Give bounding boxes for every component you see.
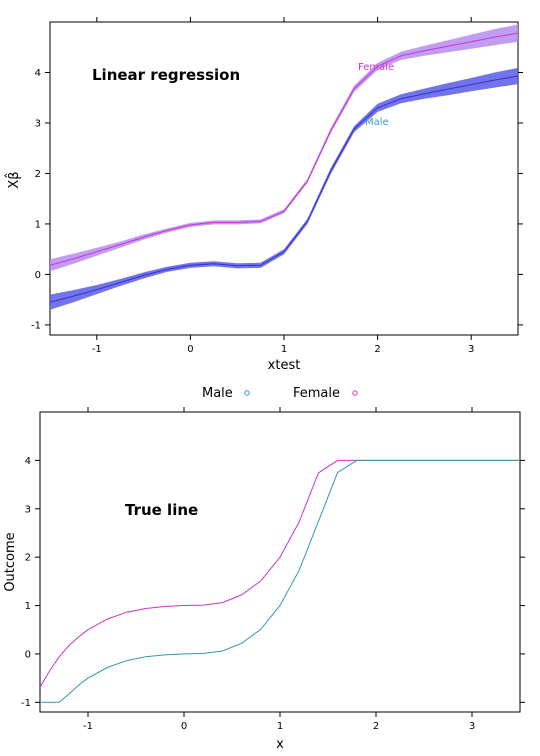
bottom-ticks: -1 0 1 2 3 -1 0 1 2 3 4 — [21, 407, 525, 732]
top-y-tick-label: 4 — [35, 68, 41, 79]
top-y-tick-label: -1 — [31, 320, 41, 331]
bottom-panel: -1 0 1 2 3 -1 0 1 2 3 4 True line x Outcome — [3, 407, 525, 752]
top-ticks: -1 0 1 2 3 -1 0 1 2 3 4 — [31, 17, 523, 355]
bottom-panel-title: True line — [125, 501, 198, 519]
bottom-y-tick-label: 1 — [25, 601, 31, 612]
bottom-y-tick-label: 0 — [25, 649, 31, 660]
top-y-axis-title: Xβ̂ — [5, 171, 22, 188]
top-band-female — [50, 24, 518, 272]
top-y-tick-label: 2 — [35, 169, 41, 180]
top-female-label: Female — [358, 62, 394, 73]
bottom-x-tick-label: 0 — [181, 721, 187, 732]
top-y-tick-label: 3 — [35, 118, 41, 129]
legend-male-marker — [244, 390, 250, 396]
bottom-line-female — [40, 459, 520, 688]
legend-female-marker — [352, 390, 358, 396]
bottom-panel-frame — [39, 411, 521, 713]
legend-female-label: Female — [293, 386, 340, 401]
bottom-x-tick-label: 2 — [373, 721, 379, 732]
bottom-y-tick-label: -1 — [21, 698, 31, 709]
bottom-line-male — [40, 459, 520, 703]
bottom-line-layer — [40, 459, 520, 703]
bottom-x-axis-title: x — [276, 737, 284, 752]
top-x-tick-label: -1 — [92, 344, 102, 355]
top-x-tick-label: 1 — [281, 344, 287, 355]
top-band-male — [50, 67, 518, 310]
top-x-tick-label: 3 — [468, 344, 474, 355]
top-x-tick-label: 2 — [374, 344, 380, 355]
bottom-y-tick-label: 2 — [25, 553, 31, 564]
bottom-y-tick-label: 4 — [25, 456, 31, 467]
top-y-tick-label: 1 — [35, 219, 41, 230]
top-line-layer — [50, 32, 518, 303]
legend: Male Female — [202, 386, 358, 401]
top-x-tick-label: 0 — [187, 344, 193, 355]
bottom-y-tick-label: 3 — [25, 504, 31, 515]
bottom-y-axis-title: Outcome — [3, 532, 18, 591]
top-line-female — [50, 32, 518, 266]
top-y-tick-label: 0 — [35, 270, 41, 281]
bottom-x-tick-label: 3 — [469, 721, 475, 732]
top-panel-title: Linear regression — [92, 66, 240, 84]
top-band-layer — [50, 24, 518, 310]
bottom-x-tick-label: -1 — [83, 721, 93, 732]
top-panel: -1 0 1 2 3 -1 0 1 2 3 4 Linear regression Female M… — [5, 17, 523, 373]
bottom-x-tick-label: 1 — [277, 721, 283, 732]
top-line-male — [50, 75, 518, 303]
legend-male-label: Male — [202, 386, 233, 401]
top-x-axis-title: xtest — [268, 358, 301, 373]
top-male-label: Male — [365, 117, 389, 128]
